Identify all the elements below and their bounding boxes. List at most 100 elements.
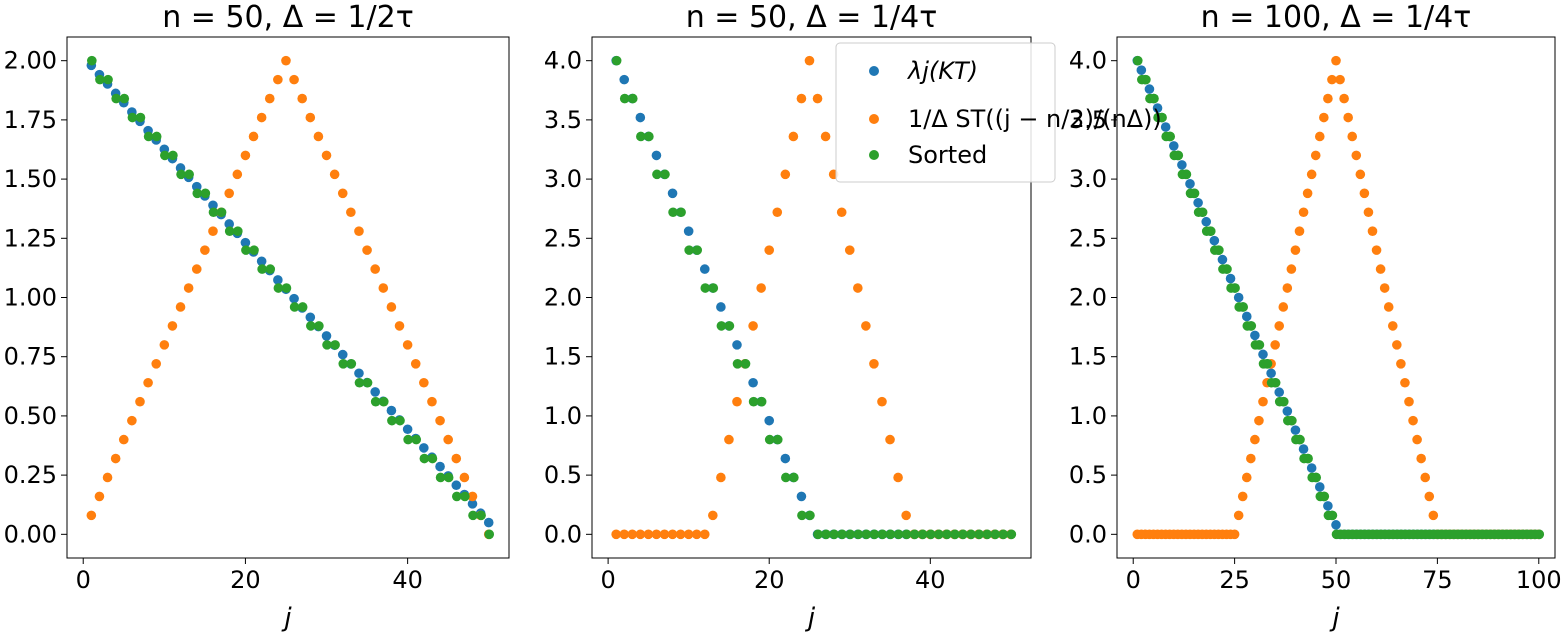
eig-point xyxy=(1233,292,1244,303)
eig-series xyxy=(1132,55,1544,540)
sorted-point xyxy=(103,74,113,85)
sym-point xyxy=(627,529,638,540)
sym-point xyxy=(451,453,462,464)
eig-point xyxy=(370,387,380,397)
sorted-point xyxy=(1327,510,1338,521)
y-tick-label: 2.0 xyxy=(544,284,582,312)
sym-point xyxy=(102,472,113,483)
sym-point xyxy=(724,434,734,445)
sorted-point xyxy=(909,529,920,540)
sorted-point xyxy=(1262,359,1273,369)
y-tick-label: 0.00 xyxy=(4,520,57,548)
eig-point xyxy=(273,275,283,285)
y-tick-label: 1.5 xyxy=(544,343,582,371)
y-tick-label: 0.50 xyxy=(4,402,57,430)
eig-point xyxy=(1225,273,1236,284)
sym-point xyxy=(1278,302,1289,312)
sorted-point xyxy=(660,169,670,180)
sorted-point xyxy=(119,93,130,104)
sorted-point xyxy=(1270,377,1281,388)
x-axis-label: j xyxy=(281,603,292,632)
sorted-point xyxy=(1230,283,1240,293)
sym-point xyxy=(1408,415,1418,426)
sorted-point xyxy=(273,283,284,293)
eig-point xyxy=(305,312,316,323)
sym-point xyxy=(1306,169,1317,180)
sorted-point xyxy=(314,321,324,331)
sorted-series xyxy=(611,55,1017,540)
sorted-point xyxy=(135,112,146,123)
sorted-point xyxy=(427,453,438,464)
sym-point xyxy=(110,453,121,464)
eig-point xyxy=(619,74,630,85)
sorted-point xyxy=(611,55,622,66)
sorted-point xyxy=(724,321,735,331)
sorted-point xyxy=(216,207,227,218)
eig-point xyxy=(1217,254,1228,265)
eig-point xyxy=(1282,406,1293,416)
eig-point xyxy=(1152,103,1163,113)
sym-point xyxy=(191,264,202,274)
sym-point xyxy=(183,283,194,293)
x-tick-label: 20 xyxy=(754,566,785,594)
sorted-point xyxy=(1295,434,1305,445)
x-axis-label: j xyxy=(1329,603,1340,632)
eig-point xyxy=(1258,349,1268,360)
sym-point xyxy=(1241,472,1252,483)
sym-point xyxy=(820,131,831,142)
eig-point xyxy=(386,405,397,416)
sym-point xyxy=(1375,264,1386,274)
sorted-point xyxy=(1311,472,1322,483)
sym-point xyxy=(1404,396,1414,407)
sorted-point xyxy=(151,131,162,142)
sorted-point xyxy=(1132,55,1143,66)
sorted-series xyxy=(87,55,495,540)
sym-point xyxy=(329,169,340,180)
sym-point xyxy=(1298,207,1309,218)
sym-point xyxy=(467,491,478,502)
y-tick-label: 0.25 xyxy=(4,461,57,489)
sorted-point xyxy=(208,207,219,218)
sorted-point xyxy=(748,396,759,407)
sorted-point xyxy=(781,472,791,483)
sym-point xyxy=(1254,415,1264,426)
sym-point xyxy=(1379,283,1390,293)
sym-point xyxy=(893,472,903,483)
eig-point xyxy=(732,340,742,350)
eig-point xyxy=(435,461,445,472)
legend-label-sym: 1/Δ ST((j − n/2)/(nΔ)) xyxy=(908,105,1162,133)
sym-point xyxy=(419,377,429,388)
sorted-point xyxy=(1319,491,1330,502)
legend-label-sorted: Sorted xyxy=(908,141,987,169)
sym-point xyxy=(86,510,97,521)
sorted-point xyxy=(861,529,872,540)
eig-point xyxy=(208,200,218,211)
sym-point xyxy=(1274,321,1285,331)
sorted-point xyxy=(419,453,430,464)
sorted-point xyxy=(805,510,815,521)
sym-point xyxy=(1367,226,1378,236)
sorted-point xyxy=(652,169,662,180)
sym-point xyxy=(1246,453,1256,464)
sorted-point xyxy=(1303,453,1313,464)
x-tick-label: 50 xyxy=(1321,566,1352,594)
sym-point xyxy=(1250,434,1260,445)
sym-point xyxy=(459,472,470,483)
sym-point xyxy=(346,207,356,218)
sorted-point xyxy=(756,396,767,407)
sorted-point xyxy=(740,359,751,369)
eig-point xyxy=(667,188,678,199)
x-tick-label: 0 xyxy=(76,566,91,594)
sym-point xyxy=(1363,207,1374,218)
eig-point xyxy=(451,480,462,491)
sorted-point xyxy=(1141,74,1151,85)
sym-point xyxy=(402,340,413,350)
sorted-point xyxy=(265,264,276,274)
eig-point xyxy=(1177,160,1187,170)
sorted-point xyxy=(1278,396,1289,407)
sym-point xyxy=(667,529,678,540)
eig-point xyxy=(1168,141,1179,151)
sym-point xyxy=(378,283,389,293)
y-tick-label: 2.0 xyxy=(1069,284,1107,312)
sorted-point xyxy=(224,226,235,236)
